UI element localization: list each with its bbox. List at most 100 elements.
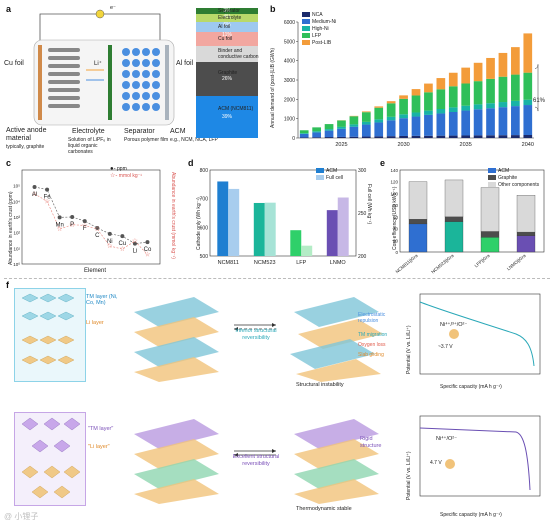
separator-sub: Porous polymer film [124,137,169,143]
chart-b-bar-nca [436,135,446,138]
chart-c-element-label: Cu [119,241,127,247]
inferior-label: Inferior structural reversibility [235,328,277,341]
chart-b-ytick: 3000 [284,78,295,84]
chart-b-bar-nca [337,136,346,138]
stack-legend-graphite: Graphite [218,70,238,76]
chart-b-bar-lfp [411,95,421,113]
legend-nca: NCA [312,12,323,18]
chart-e-xtick: NCM523||Gra [430,253,455,275]
li-ion-label: Li⁺ [94,61,102,67]
chart-b-bar-nca [448,135,458,138]
legend-high-ni: High-Ni [312,26,329,32]
li-layer-label: Li layer [86,320,104,326]
chart-b-bar-highni [411,112,421,117]
separator-title: Separator [124,128,155,135]
panel-label-a: a [6,4,12,14]
chart-c-element-label: Mn [55,222,63,228]
chart-c-element-label: Co [144,247,152,253]
stack-pct-graphite: 26% [221,76,232,82]
chart-b-bar-highni [473,104,483,110]
stack-pct-alfoil: 6% [223,22,231,28]
chart-b-bar-postlib [436,78,446,90]
chart-b-bar-highni [399,114,408,119]
chart-b-bar-mediumni [448,111,458,136]
chart-d-ytick-left: 800 [200,168,209,174]
chart-b-xtick: 2035 [460,142,472,148]
component-stack: 3% 4% 6% 11% 26% 39% [196,8,258,138]
chart-d-ytick-right: 200 [358,254,367,260]
divider-f [4,278,550,279]
panel-label-d: d [188,158,194,168]
chart-b-bar-lfp [448,86,458,108]
li-layer-q-label: "Li layer" [88,444,110,450]
chart-c-ytick-left: 10⁴ [13,199,20,204]
stack-seg-electrolyte: 4% [196,14,258,22]
chart-b-bar-lfp [312,127,321,132]
chart-b-bar-nca [461,135,471,138]
legend-acm-d: ACM [326,168,338,174]
chart-c-point-mmol: ☆ [132,237,138,245]
chart-d-ylabel-right: Full cell (Wh kg⁻¹) [366,184,372,225]
stack-seg-acm: 39% [196,96,258,138]
chart-c-point-ppm [145,240,150,245]
chart-d-ytick-right: 250 [358,211,367,217]
chart-e-bar-acm [516,235,536,253]
chart-b-bar-lfp [436,89,446,109]
chart-c-point-mmol: ☆ [107,242,113,250]
chart-c-element-label: Al [32,192,37,198]
chart-b-bar-mediumni [374,122,384,137]
tm-layer-label: TM layer (Ni, Co, Mn) [86,294,118,306]
chart-c-ylabel-right: Abundance in earth's crust (mmol kg⁻¹) [170,172,176,259]
chart-b-bar-highni [312,131,321,133]
arrows-inferior [232,318,278,331]
stack-seg-alfoil: 6% [196,22,258,32]
chart-c-element-label: Ni [107,239,113,245]
chart-b-bar-nca [386,136,396,138]
stack-seg-separator: 3% [196,8,258,14]
chart-b-ytick: 2000 [284,97,295,103]
chart-b-bar-lfp [523,72,533,100]
chart-c-point-ppm [45,187,50,192]
stack-legend-cufoil: Cu foil [218,36,233,42]
chart-b-bar-highni [511,100,520,107]
chart-b-bar-lfp [498,76,508,103]
chart-energy-density: 500 600 700 800 200 250 300 NCM811 NCM523 LFP LNMO [200,168,367,266]
chart-b-bar-lfp [461,83,471,106]
chart-b-bar-lfp [361,112,371,122]
chart-b-bar-mediumni [461,110,471,136]
chart-e-bar-other [408,181,428,220]
plot1-ylabel: Potential (V vs. Li/Li⁺) [406,325,412,375]
chart-b-bar-mediumni [411,116,421,136]
e-minus-label: e⁻ [110,5,116,11]
chart-b-bar-highni [424,110,433,115]
thermo-stable-label: Thermodynamic stable [296,506,352,512]
chart-b-ylabel: Annual demand of (post-)LIB (GWh) [270,47,276,128]
acm-title: ACM [170,128,186,135]
chart-c-point-ppm [70,215,75,219]
chart-d-bar-acm [253,202,265,256]
anode-sub: typically, graphite [6,144,45,150]
chart-cost-efficiency: 0 20 40 60 80 100 120 140 NCM811||Gra NCM523||Gra… [390,168,545,275]
legend-fullcell-d: Full cell [326,175,343,181]
chart-b-bracket [534,64,539,112]
battery-schematic [33,9,175,126]
chart-c-element-label: Fe [44,195,52,201]
chart-c-point-mmol: ☆ [44,197,50,205]
chart-b-bar-lfp [337,120,346,127]
chart-b-bar-nca [424,135,433,138]
chart-e-xtick: LFP||Gra [474,253,491,269]
panel-label-c: c [6,158,12,168]
chart-b-bar-highni [461,105,471,111]
chart-b-bar-highni [337,126,346,129]
chart-d-ytick-left: 600 [200,225,209,231]
stack-legend-separator: Separator [218,8,240,14]
voltage-profile-1 [419,293,541,375]
chart-b-bar-nca [349,136,359,138]
stack-legend-alfoil: Al foil [218,24,231,30]
chart-d-bar-fullcell [264,202,276,256]
chart-b-bar-highni [349,124,359,127]
tm-migration-label: TM migration [358,332,388,338]
stack-pct-separator: 3% [223,8,231,14]
chart-b-bar-nca [324,137,334,138]
